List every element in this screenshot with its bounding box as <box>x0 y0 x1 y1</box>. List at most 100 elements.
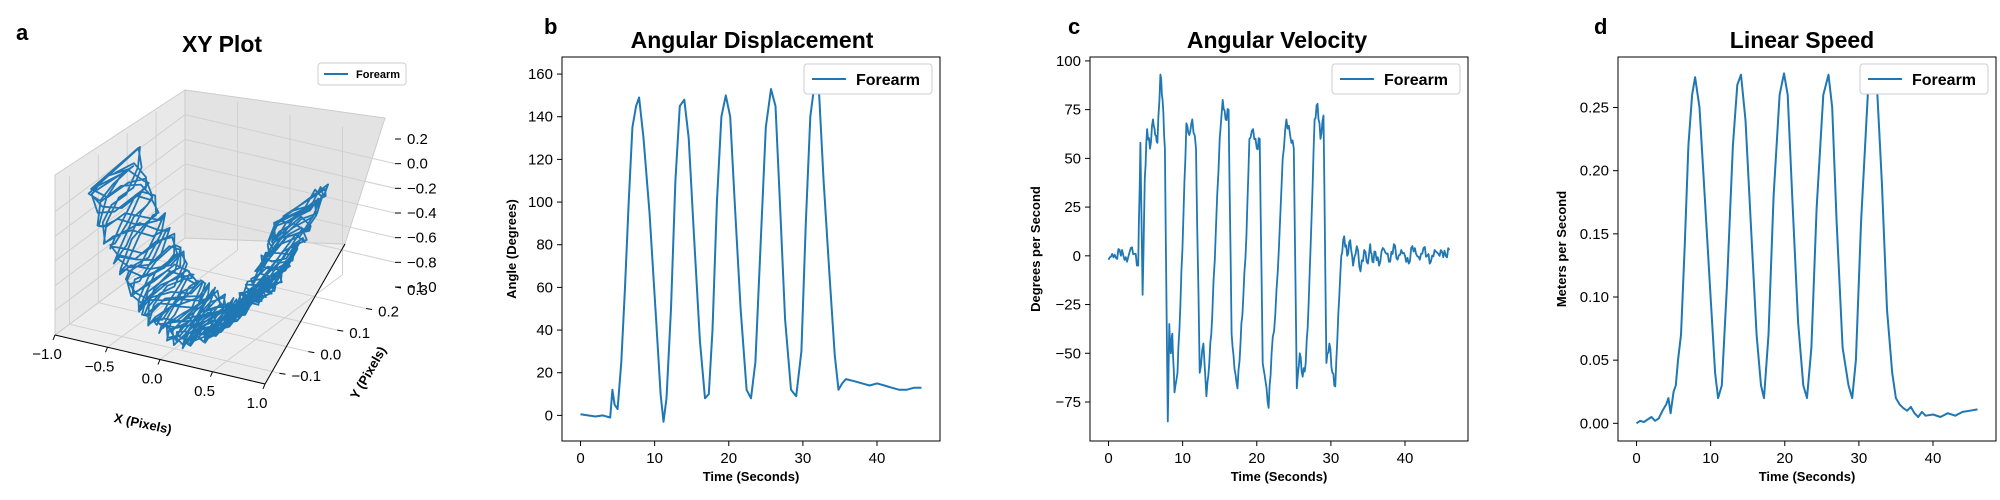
x-tick-labels: −1.0 −0.5 0.0 0.5 1.0 <box>32 334 267 412</box>
xy-trajectory-line <box>87 146 329 350</box>
y-tick-label: 0.2 <box>378 304 399 321</box>
x-tick-mark <box>52 334 56 341</box>
legend: Forearm <box>1331 63 1461 95</box>
legend-frame <box>1331 63 1461 95</box>
y-tick-label: 140 <box>528 109 553 126</box>
y-tick-label: −75 <box>1056 394 1081 411</box>
z-tick-label: −0.8 <box>407 254 437 271</box>
y-tick-label: −0.1 <box>291 368 321 385</box>
y-axis-line <box>264 243 346 385</box>
y-tick-label: 0.3 <box>407 282 428 299</box>
y-tick-label: 20 <box>536 365 553 382</box>
series-line-forearm <box>1635 71 1978 425</box>
y-tick-label: 60 <box>536 279 553 296</box>
x-tick-label: 0 <box>576 450 584 467</box>
panel-a-3d-plot: XY Plot −1.0−0.50.00.51.0 −0.10.00.10.20… <box>32 31 436 437</box>
x-tick-mark <box>210 371 213 377</box>
y-tick-label: 0 <box>545 407 553 424</box>
series-line-forearm <box>1107 73 1451 423</box>
y-axis-label: Meters per Second <box>1554 191 1569 307</box>
y-axis-label: Angle (Degrees) <box>504 199 519 299</box>
y-axis-label: Y (Pixels) <box>347 344 389 402</box>
x-tick-label: 0 <box>1104 450 1112 467</box>
y-tick-label: 25 <box>1064 199 1081 216</box>
z-tick-label: 0.2 <box>407 131 428 148</box>
chart-title: Angular Displacement <box>631 27 874 53</box>
y-tick-label: 160 <box>528 66 553 83</box>
x-tick-label: 40 <box>1397 450 1414 467</box>
x-tick-label: 0.0 <box>142 371 163 388</box>
x-axis-label: Time (Seconds) <box>1759 469 1856 484</box>
y-tick-label: −25 <box>1056 297 1081 314</box>
y-tick-label: 80 <box>536 237 553 254</box>
y-tick-label: 40 <box>536 322 553 339</box>
x-tick-label: 30 <box>1323 450 1340 467</box>
y-axis-label: Degrees per Second <box>1028 186 1043 312</box>
legend: Forearm <box>1859 63 1989 95</box>
axes-frame <box>1617 56 1997 442</box>
legend-frame <box>1859 63 1989 95</box>
y-tick-label: 0.20 <box>1580 163 1609 180</box>
y-tick-mark <box>308 351 315 354</box>
grid-line <box>69 323 280 374</box>
x-tick-label: 30 <box>1851 450 1868 467</box>
grid-line <box>212 274 343 373</box>
panel-letter-b: b <box>544 14 557 39</box>
x-tick-mark <box>105 347 108 353</box>
series-line-forearm <box>580 81 922 423</box>
chart-title: Angular Velocity <box>1187 27 1367 53</box>
y-tick-label: 0.10 <box>1580 289 1609 306</box>
y-tick-label: 100 <box>1056 53 1081 70</box>
x-axis-label: X (Pixels) <box>113 410 173 437</box>
grid-line <box>54 212 186 311</box>
panel-b-angular-displacement: Angular Displacement 0 10 20 30 40 0 20 40 60 80 1… <box>504 27 941 484</box>
z-tick-labels: 0.2 0.0 −0.2 −0.4 −0.6 −0.8 −1.0 <box>395 131 437 296</box>
x-tick-label: 10 <box>646 450 663 467</box>
y-tick-mark <box>279 372 286 375</box>
y-tick-label: 0.00 <box>1580 415 1609 432</box>
grid-line <box>184 138 396 189</box>
z-tick-label: −0.4 <box>407 205 437 222</box>
legend-label: Forearm <box>1384 72 1448 89</box>
x-axis-label: Time (Seconds) <box>1231 469 1328 484</box>
axes-frame <box>561 56 941 442</box>
back-wall-pane <box>184 89 386 245</box>
grid-line <box>54 163 186 262</box>
x-tick-label: −1.0 <box>32 346 62 363</box>
legend: Forearm <box>803 63 933 95</box>
z-tick-label: −0.2 <box>407 180 437 197</box>
y-tick-label: 0.1 <box>349 325 370 342</box>
y-tick-label: 0.05 <box>1580 352 1609 369</box>
y-tick-labels: −0.1 0.0 0.1 0.2 0.3 <box>279 282 428 385</box>
y-tick-label: 120 <box>528 151 553 168</box>
panel-letter-d: d <box>1594 14 1607 39</box>
axes-frame <box>1089 56 1469 442</box>
z-tick-label: −0.6 <box>407 230 437 247</box>
x-tick-mark <box>157 359 161 365</box>
x-tick-label: 30 <box>795 450 812 467</box>
grid-line <box>184 163 396 214</box>
x-tick-label: 20 <box>720 450 737 467</box>
z-tick-label: −1.0 <box>407 279 437 296</box>
legend-frame <box>317 62 407 86</box>
y-tick-label: 0 <box>1073 248 1081 265</box>
legend-frame <box>803 63 933 95</box>
x-tick-label: 10 <box>1174 450 1191 467</box>
panel-letter-c: c <box>1068 14 1080 39</box>
grid-line <box>184 114 396 165</box>
legend-label: Forearm <box>856 72 920 89</box>
chart-title: Linear Speed <box>1730 27 1874 53</box>
x-tick-label: 0.5 <box>194 383 215 400</box>
y-tick-label: −50 <box>1056 345 1081 362</box>
y-tick-label: 100 <box>528 194 553 211</box>
x-tick-mark <box>262 383 266 390</box>
panel-d-linear-speed: Linear Speed 0 10 20 30 40 0.00 0.05 0.10 0.15 0.… <box>1554 27 1997 484</box>
x-tick-label: −0.5 <box>85 358 115 375</box>
legend-label: Forearm <box>1912 72 1976 89</box>
y-tick-label: 75 <box>1064 102 1081 119</box>
y-tick-mark <box>366 308 373 311</box>
grid-line <box>184 212 396 263</box>
chart-title: XY Plot <box>182 31 262 57</box>
legend-label: Forearm <box>356 69 400 81</box>
